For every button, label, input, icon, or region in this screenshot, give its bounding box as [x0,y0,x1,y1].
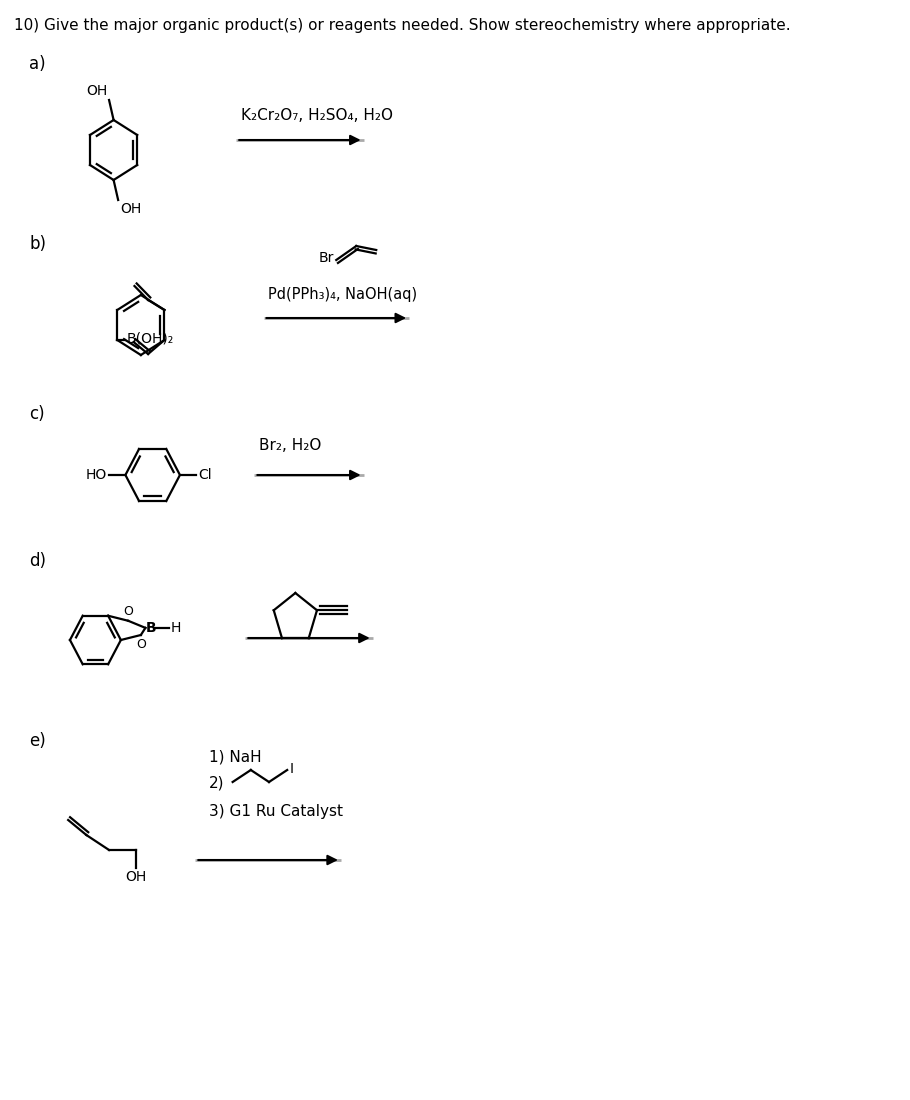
Text: Pd(PPh₃)₄, NaOH(aq): Pd(PPh₃)₄, NaOH(aq) [268,286,417,301]
Text: 10) Give the major organic product(s) or reagents needed. Show stereochemistry w: 10) Give the major organic product(s) or… [14,18,790,33]
Text: c): c) [29,405,45,424]
Text: Br: Br [319,251,335,265]
Text: H: H [171,620,181,635]
Text: O: O [136,638,146,651]
Text: 3) G1 Ru Catalyst: 3) G1 Ru Catalyst [209,804,343,820]
Text: d): d) [29,552,46,570]
Text: OH: OH [126,870,147,884]
Text: B(OH)₂: B(OH)₂ [126,331,174,345]
Text: K₂Cr₂O₇, H₂SO₄, H₂O: K₂Cr₂O₇, H₂SO₄, H₂O [241,108,393,122]
Text: HO: HO [86,468,107,482]
Text: O: O [123,605,133,618]
Text: e): e) [29,732,46,750]
Text: Br₂, H₂O: Br₂, H₂O [259,438,321,452]
Text: 1) NaH: 1) NaH [209,750,262,764]
Text: Cl: Cl [198,468,212,482]
Text: a): a) [29,55,46,73]
Text: B: B [146,620,156,635]
Text: I: I [290,762,294,776]
Text: OH: OH [120,202,141,216]
Text: 2): 2) [209,776,225,790]
Text: b): b) [29,235,46,253]
Text: OH: OH [86,84,107,98]
